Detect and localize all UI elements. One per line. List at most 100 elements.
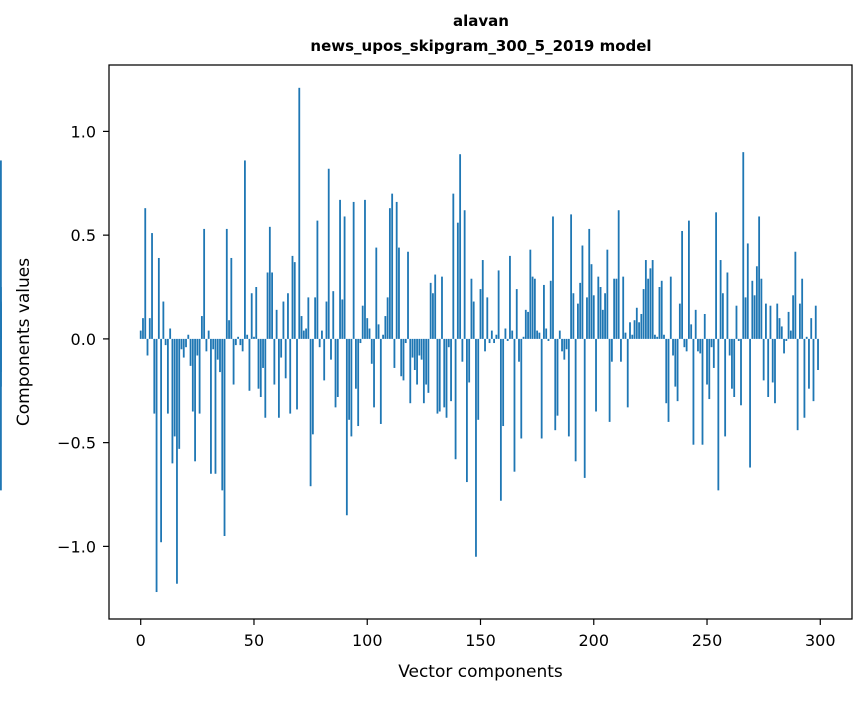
bar	[497, 270, 500, 339]
bar	[223, 338, 226, 537]
bar	[635, 307, 638, 339]
bar	[481, 260, 484, 339]
bar	[601, 309, 604, 339]
bar	[644, 260, 647, 339]
bar	[302, 330, 305, 339]
bar	[341, 299, 344, 339]
bar	[314, 297, 317, 339]
bar	[273, 338, 276, 385]
bar	[262, 338, 264, 368]
bar	[524, 309, 527, 339]
bar	[422, 338, 425, 404]
bar	[649, 268, 652, 339]
bar	[676, 338, 679, 402]
bar	[212, 338, 215, 350]
bar	[588, 228, 591, 339]
bar	[228, 320, 230, 339]
bar	[178, 338, 181, 449]
bar	[694, 309, 697, 339]
bar	[558, 330, 561, 339]
bar	[540, 338, 543, 439]
bar	[538, 332, 541, 339]
bar	[259, 338, 262, 397]
bar	[384, 316, 387, 339]
bar	[425, 338, 428, 385]
chart-title: alavan	[453, 12, 509, 30]
bar	[785, 338, 788, 341]
bar	[767, 338, 770, 397]
bar	[690, 324, 693, 339]
bar	[769, 305, 772, 339]
bar	[456, 222, 459, 339]
bar	[699, 338, 702, 354]
bar	[330, 338, 332, 360]
bar	[185, 338, 187, 348]
bar	[672, 338, 674, 356]
bar	[420, 338, 423, 360]
bar	[731, 338, 733, 389]
bar	[176, 338, 178, 584]
bar	[706, 338, 708, 385]
bar	[194, 338, 196, 462]
bar	[484, 338, 486, 352]
bar	[400, 338, 403, 377]
bar	[445, 338, 448, 418]
bar	[466, 338, 468, 483]
bar	[171, 338, 174, 464]
bar	[647, 278, 650, 339]
bar	[710, 338, 713, 348]
bar	[554, 338, 557, 431]
bar	[182, 338, 185, 358]
y-tick-label: 0.5	[71, 226, 96, 245]
bar	[296, 338, 298, 410]
bar	[746, 243, 749, 339]
bar	[803, 338, 806, 418]
bar	[427, 338, 430, 393]
bar	[740, 338, 742, 406]
bar	[352, 201, 355, 339]
bar	[543, 284, 545, 339]
bar	[438, 338, 441, 412]
bar	[658, 287, 661, 339]
bar	[563, 338, 566, 360]
bar	[762, 338, 765, 381]
bar	[189, 338, 192, 366]
bar	[488, 338, 491, 344]
bar	[253, 336, 255, 339]
bar	[151, 233, 153, 339]
bar	[613, 278, 616, 339]
bar	[719, 260, 722, 339]
bar	[375, 247, 378, 339]
bar	[300, 316, 303, 339]
bar	[468, 338, 471, 383]
bar	[622, 276, 625, 339]
bar	[219, 338, 221, 373]
bar	[450, 338, 452, 402]
bar	[264, 338, 267, 418]
bar	[160, 338, 162, 543]
bar	[755, 266, 758, 339]
bar	[624, 332, 627, 339]
bar	[432, 293, 434, 339]
x-tick-label: 250	[692, 631, 723, 650]
bar	[250, 293, 253, 339]
bar	[336, 338, 339, 397]
bar	[651, 260, 654, 339]
bar	[728, 338, 731, 356]
bar	[753, 295, 756, 339]
bar	[434, 274, 437, 339]
bar	[436, 338, 439, 414]
bar	[744, 297, 747, 339]
bar	[311, 338, 314, 435]
bar	[499, 338, 502, 501]
bar	[210, 338, 212, 474]
bar	[665, 338, 668, 404]
bar	[325, 301, 328, 339]
bar	[366, 318, 369, 339]
bar	[191, 338, 194, 412]
bar	[368, 328, 371, 339]
bar	[271, 272, 273, 339]
bar	[771, 338, 774, 383]
